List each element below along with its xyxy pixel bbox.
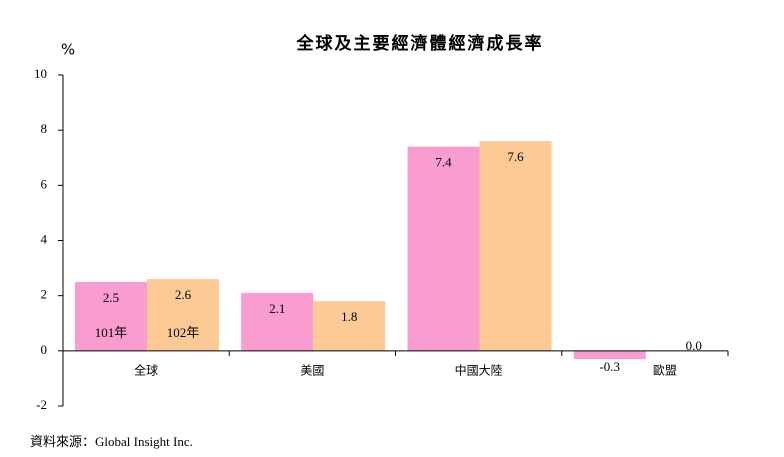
chart-title: 全球及主要經濟體經濟成長率	[296, 33, 544, 53]
y-tick-label: 4	[41, 231, 48, 246]
x-tick-label: 中國大陸	[455, 362, 503, 377]
value-label: 2.6	[175, 287, 192, 302]
value-label: 7.4	[435, 155, 452, 170]
y-tick-label: 0	[41, 342, 48, 357]
bar	[75, 281, 147, 351]
bar	[479, 141, 552, 351]
bar	[573, 350, 646, 360]
value-label: -0.3	[599, 359, 620, 374]
value-label: 2.1	[269, 301, 285, 316]
y-tick-label: -2	[36, 397, 47, 412]
value-label: 7.6	[507, 149, 524, 164]
y-tick-label: 2	[41, 287, 48, 302]
bar	[147, 279, 219, 351]
legend-label: 102年	[167, 325, 200, 340]
x-tick-label: 歐盟	[653, 362, 677, 377]
y-tick-label: 8	[41, 121, 48, 136]
source-note: 資料來源：Global Insight Inc.	[30, 434, 193, 449]
y-axis-unit: %	[61, 41, 75, 59]
legend-label: 101年	[95, 325, 128, 340]
bar	[313, 301, 386, 351]
value-label: 1.8	[341, 309, 357, 324]
bar	[241, 292, 314, 351]
bar	[407, 146, 480, 351]
y-tick-label: 10	[34, 66, 47, 81]
value-label: 0.0	[686, 338, 702, 353]
y-tick-label: 6	[41, 176, 48, 191]
value-label: 2.5	[103, 290, 119, 305]
x-tick-label: 美國	[300, 363, 324, 377]
x-tick-label: 全球	[134, 362, 158, 377]
